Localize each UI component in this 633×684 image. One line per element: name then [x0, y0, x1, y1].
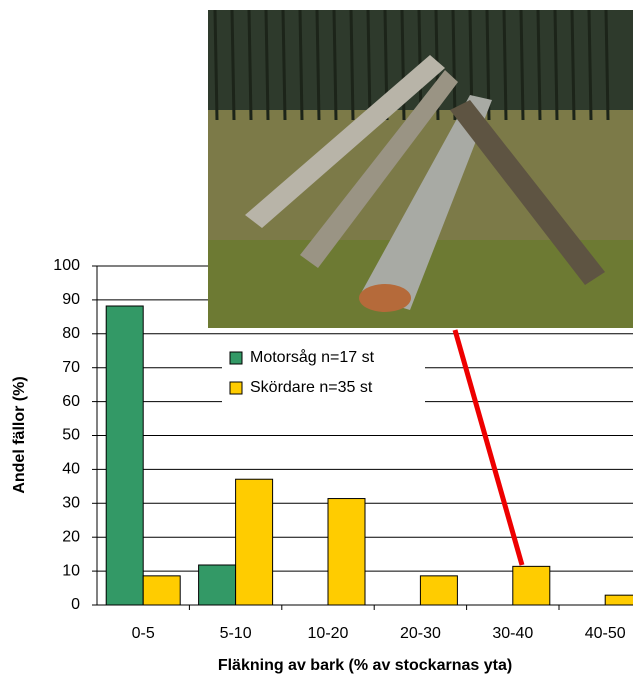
bar [328, 499, 365, 605]
legend-swatch [230, 352, 242, 364]
y-tick-label: 80 [62, 325, 80, 342]
legend-swatch [230, 382, 242, 394]
photo-tree [249, 10, 251, 120]
photo-tree [300, 10, 302, 120]
photo-tree [334, 10, 336, 120]
bar [106, 306, 143, 605]
bar [143, 576, 180, 605]
bar [513, 566, 550, 605]
photo-tree [215, 10, 217, 120]
photo-tree [266, 10, 268, 120]
y-tick-label: 20 [62, 528, 80, 545]
pointer-line [455, 330, 522, 565]
photo-tree [589, 10, 591, 120]
bar [236, 479, 273, 605]
photo-tree [521, 10, 523, 120]
y-tick-label: 10 [62, 562, 80, 579]
y-tick-label: 70 [62, 359, 80, 376]
photo [208, 10, 633, 328]
photo-tree [555, 10, 557, 120]
y-tick-label: 60 [62, 393, 80, 410]
photo-tree [317, 10, 319, 120]
chart: Fläkning av bark (% av stockarnas yta) A… [0, 0, 633, 684]
y-tick-label: 90 [62, 291, 80, 308]
photo-tree [453, 10, 455, 120]
photo-tree [504, 10, 506, 120]
x-tick-label: 20-30 [400, 625, 441, 642]
x-tick-label: 5-10 [220, 625, 252, 642]
bar [420, 576, 457, 605]
x-tick-label: 0-5 [132, 625, 155, 642]
bar [605, 595, 633, 605]
y-tick-label: 0 [71, 596, 80, 613]
x-tick-label: 30-40 [492, 625, 533, 642]
x-tick-label: 40-50 [585, 625, 626, 642]
y-axis-title: Andel fällor (%) [11, 376, 28, 493]
photo-tree [538, 10, 540, 120]
photo-tree [572, 10, 574, 120]
photo-log-end [359, 284, 411, 312]
x-axis-title: Fläkning av bark (% av stockarnas yta) [218, 657, 512, 674]
legend-label: Motorsåg n=17 st [250, 348, 375, 366]
y-tick-label: 100 [53, 257, 80, 274]
x-tick-label: 10-20 [308, 625, 349, 642]
photo-tree [351, 10, 353, 120]
photo-tree [232, 10, 234, 120]
y-tick-label: 40 [62, 461, 80, 478]
photo-tree [283, 10, 285, 120]
bar [199, 565, 236, 605]
photo-tree [606, 10, 608, 120]
photo-tree [368, 10, 370, 120]
y-tick-label: 30 [62, 495, 80, 512]
y-tick-label: 50 [62, 427, 80, 444]
legend-label: Skördare n=35 st [250, 379, 373, 396]
